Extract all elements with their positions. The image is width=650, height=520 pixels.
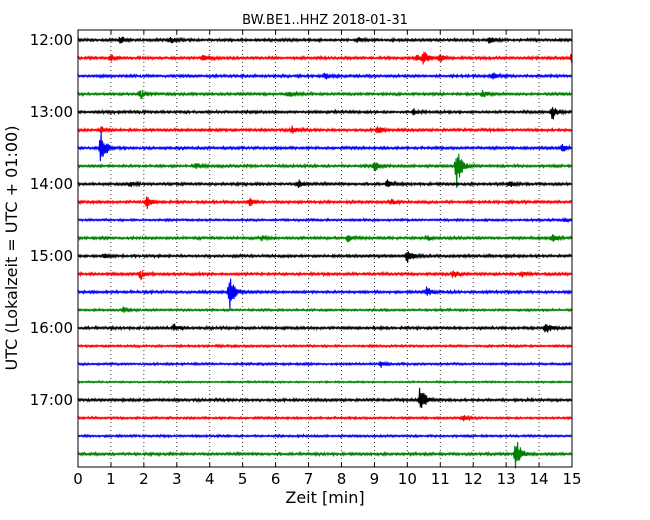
trace-row-1215 bbox=[77, 51, 573, 65]
trace-row-1445 bbox=[77, 234, 573, 243]
trace-row-1430 bbox=[77, 217, 573, 224]
trace-row-1730 bbox=[77, 433, 572, 439]
x-tick-label: 14 bbox=[530, 470, 549, 488]
trace-row-1715 bbox=[77, 414, 572, 422]
trace-row-1500 bbox=[77, 251, 572, 263]
x-tick-label: 15 bbox=[562, 470, 581, 488]
x-tick-label: 8 bbox=[337, 470, 347, 488]
x-tick-label: 3 bbox=[172, 470, 182, 488]
x-tick-label: 0 bbox=[73, 470, 83, 488]
trace-row-1615 bbox=[77, 343, 572, 349]
trace-row-1515 bbox=[77, 270, 572, 281]
x-tick-label: 10 bbox=[398, 470, 417, 488]
x-tick-label: 5 bbox=[238, 470, 248, 488]
x-axis-ticks: 0 1 2 3 4 5 6 7 8 9 10 11 12 13 14 15 bbox=[73, 30, 582, 488]
y-tick-label: 15:00 bbox=[30, 247, 73, 265]
trace-row-1645 bbox=[77, 379, 572, 385]
trace-row-1400 bbox=[77, 179, 572, 188]
x-tick-label: 9 bbox=[370, 470, 380, 488]
trace-row-1330 bbox=[77, 131, 572, 162]
grid-lines bbox=[110, 30, 540, 467]
trace-row-1315 bbox=[77, 125, 572, 134]
x-tick-label: 4 bbox=[205, 470, 215, 488]
x-tick-label: 13 bbox=[497, 470, 516, 488]
trace-row-1530 bbox=[77, 278, 572, 310]
x-axis-label: Zeit [min] bbox=[285, 488, 364, 507]
plot-frame bbox=[77, 29, 573, 468]
y-tick-label: 13:00 bbox=[30, 103, 73, 121]
y-tick-label: 12:00 bbox=[30, 31, 73, 49]
x-tick-label: 6 bbox=[271, 470, 281, 488]
trace-row-1600 bbox=[77, 323, 572, 333]
trace-row-1630 bbox=[77, 360, 572, 368]
y-tick-label: 14:00 bbox=[30, 175, 73, 193]
trace-row-1345 bbox=[77, 153, 572, 188]
y-tick-label: 16:00 bbox=[30, 319, 73, 337]
y-tick-label: 17:00 bbox=[30, 391, 73, 409]
x-tick-label: 2 bbox=[139, 470, 149, 488]
chart-title: BW.BE1..HHZ 2018-01-31 bbox=[242, 13, 408, 28]
trace-row-1245 bbox=[77, 89, 572, 100]
trace-row-1230 bbox=[77, 72, 572, 80]
trace-rows bbox=[77, 36, 573, 469]
x-tick-label: 7 bbox=[304, 470, 314, 488]
y-axis-label: UTC (Lokalzeit = UTC + 01:00) bbox=[2, 126, 21, 371]
trace-row-1300 bbox=[77, 107, 572, 120]
trace-row-1745 bbox=[77, 441, 572, 469]
trace-row-1415 bbox=[77, 196, 573, 210]
y-axis-ticks: 12:00 13:00 14:00 15:00 16:00 17:00 bbox=[30, 31, 82, 409]
x-tick-label: 11 bbox=[431, 470, 450, 488]
trace-row-1545 bbox=[77, 306, 573, 313]
trace-row-1700 bbox=[77, 387, 573, 409]
x-tick-label: 1 bbox=[106, 470, 116, 488]
x-tick-label: 12 bbox=[464, 470, 483, 488]
trace-row-1200 bbox=[77, 36, 573, 44]
